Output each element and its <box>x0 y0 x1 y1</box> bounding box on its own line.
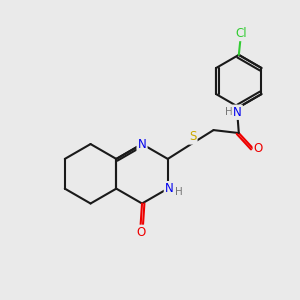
Text: O: O <box>254 142 263 155</box>
Text: H: H <box>175 187 183 197</box>
Text: H: H <box>225 107 233 117</box>
Text: Cl: Cl <box>236 27 247 40</box>
Text: N: N <box>138 138 146 151</box>
Text: O: O <box>136 226 145 239</box>
Text: N: N <box>233 106 242 119</box>
Text: N: N <box>165 182 174 195</box>
Text: S: S <box>189 130 196 143</box>
